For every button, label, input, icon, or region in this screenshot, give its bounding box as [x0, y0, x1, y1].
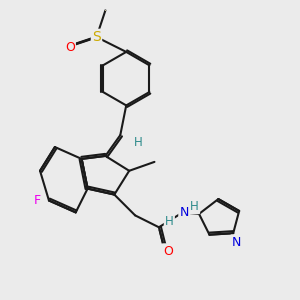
Text: H: H [190, 200, 199, 213]
Text: S: S [92, 30, 101, 44]
Text: N: N [179, 206, 189, 219]
Text: S: S [105, 10, 106, 11]
Text: F: F [34, 194, 40, 207]
Text: O: O [65, 41, 75, 54]
Text: N: N [232, 236, 241, 249]
Text: H: H [165, 215, 174, 228]
Text: O: O [163, 244, 173, 258]
Text: H: H [134, 136, 142, 149]
